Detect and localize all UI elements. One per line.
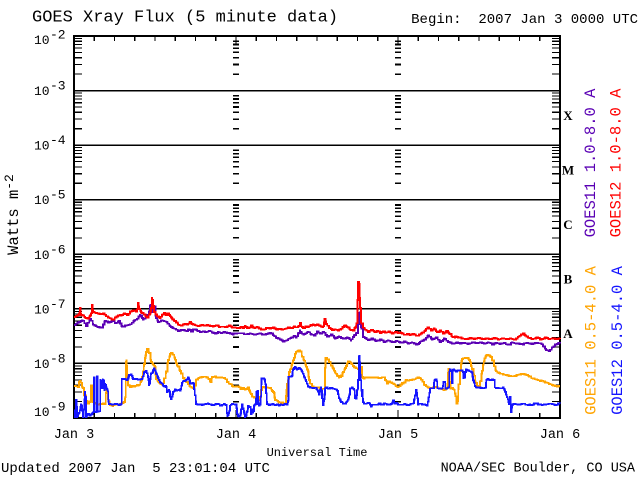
svg-text:Universal Time: Universal Time <box>267 446 368 460</box>
svg-text:10: 10 <box>34 84 50 99</box>
svg-text:-5: -5 <box>50 188 66 203</box>
svg-text:Jan 4: Jan 4 <box>216 428 257 443</box>
svg-text:-7: -7 <box>50 297 66 312</box>
svg-text:-6: -6 <box>50 242 66 257</box>
svg-text:10: 10 <box>34 302 50 317</box>
svg-text:Updated 2007 Jan 5 23:01:04 U: Updated 2007 Jan 5 23:01:04 UTC <box>1 461 270 477</box>
svg-text:GOES12 1.0-8.0 A: GOES12 1.0-8.0 A <box>608 88 626 238</box>
svg-text:-8: -8 <box>50 351 66 366</box>
svg-text:GOES11 1.0-8.0 A: GOES11 1.0-8.0 A <box>582 88 600 238</box>
svg-text:-9: -9 <box>50 400 66 415</box>
svg-text:10: 10 <box>34 193 50 208</box>
svg-text:X: X <box>563 108 573 123</box>
svg-text:Jan 5: Jan 5 <box>378 428 419 443</box>
svg-text:M: M <box>562 162 574 177</box>
svg-text:Watts m-2: Watts m-2 <box>2 174 23 255</box>
svg-text:-4: -4 <box>50 133 66 148</box>
svg-text:B: B <box>564 272 573 287</box>
svg-text:C: C <box>563 217 572 232</box>
svg-text:GOES11 0.5-4.0 A: GOES11 0.5-4.0 A <box>583 265 601 415</box>
svg-text:-3: -3 <box>50 79 66 94</box>
svg-text:10: 10 <box>34 33 50 48</box>
svg-text:Jan 3: Jan 3 <box>54 428 95 443</box>
svg-text:A: A <box>563 326 573 341</box>
svg-text:GOES12 0.5-4.0 A: GOES12 0.5-4.0 A <box>609 265 627 415</box>
svg-text:-2: -2 <box>50 28 66 43</box>
svg-text:Begin: 2007 Jan 3 0000 UTC: Begin: 2007 Jan 3 0000 UTC <box>411 12 638 28</box>
svg-text:10: 10 <box>34 139 50 154</box>
svg-text:10: 10 <box>34 405 50 420</box>
svg-text:10: 10 <box>34 248 50 263</box>
svg-text:10: 10 <box>34 357 50 372</box>
svg-text:NOAA/SEC Boulder, CO USA: NOAA/SEC Boulder, CO USA <box>441 462 636 477</box>
svg-text:Jan 6: Jan 6 <box>540 428 581 443</box>
svg-text:GOES Xray Flux (5 minute data): GOES Xray Flux (5 minute data) <box>32 9 338 28</box>
